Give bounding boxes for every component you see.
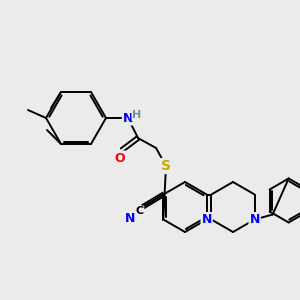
Text: S: S — [161, 159, 171, 173]
Text: C: C — [135, 206, 143, 217]
Text: H: H — [132, 110, 142, 120]
Text: N: N — [125, 212, 136, 225]
Text: N: N — [250, 213, 260, 226]
Text: N: N — [202, 213, 212, 226]
Text: N: N — [123, 112, 133, 124]
Text: O: O — [115, 152, 125, 164]
